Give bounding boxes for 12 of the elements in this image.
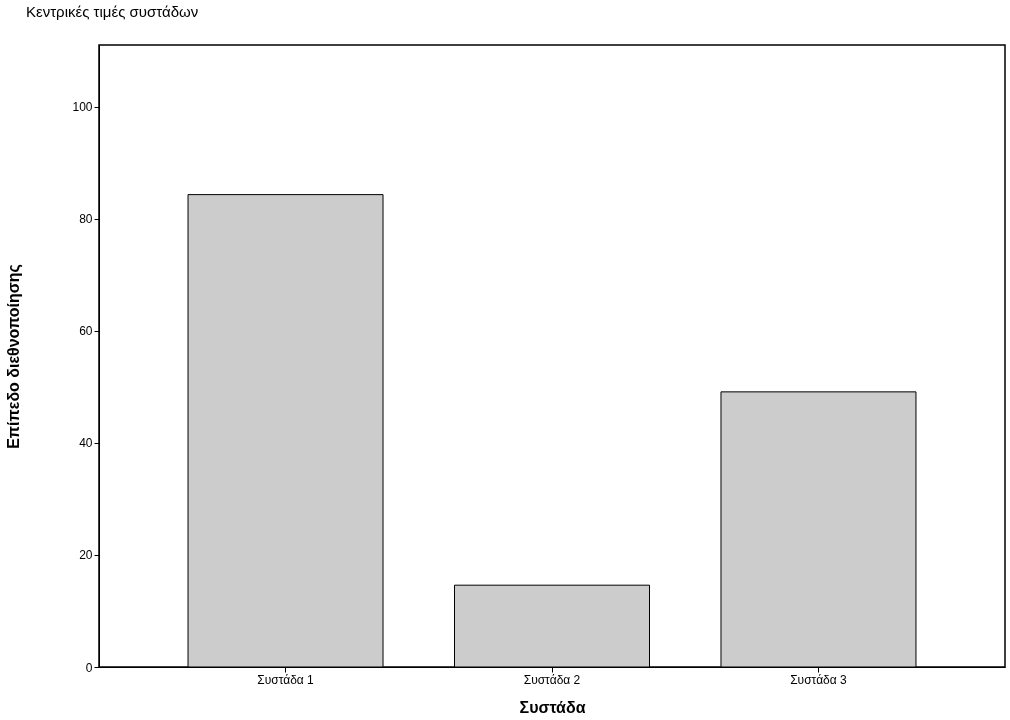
y-tick-label: 0 bbox=[85, 660, 93, 675]
y-tick-label: 80 bbox=[79, 212, 93, 227]
x-axis-title: Συστάδα bbox=[519, 698, 586, 716]
y-axis-title: Επίπεδο διεθνοποίησης bbox=[5, 264, 24, 449]
y-tick-label: 20 bbox=[79, 548, 93, 563]
x-tick-label: Συστάδα 1 bbox=[257, 672, 315, 687]
y-tick-label: 40 bbox=[79, 436, 93, 451]
y-tick-label: 60 bbox=[79, 324, 93, 339]
x-tick-label: Συστάδα 2 bbox=[523, 672, 581, 687]
x-tick-label: Συστάδα 3 bbox=[790, 672, 848, 687]
y-tick-label: 100 bbox=[72, 100, 93, 115]
chart-title: Κεντρικές τιμές συστάδων bbox=[25, 3, 199, 20]
